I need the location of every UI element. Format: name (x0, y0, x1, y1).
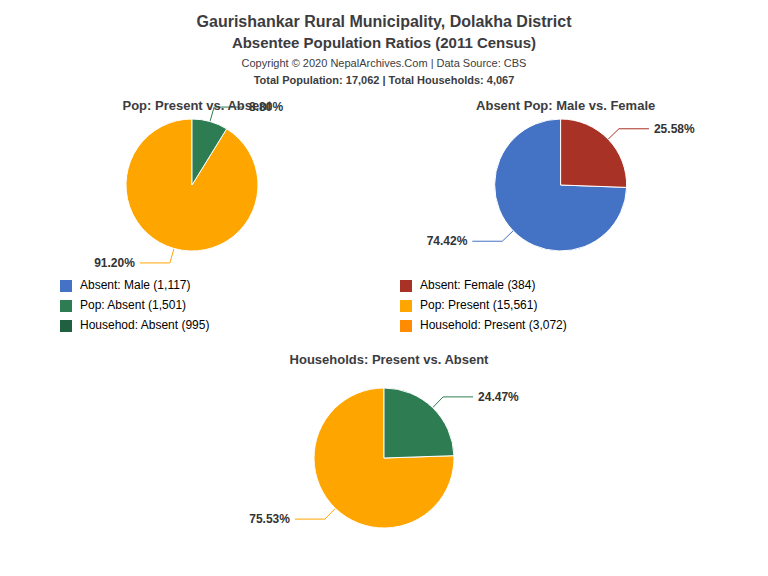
svg-text:Pop: Present (15,561): Pop: Present (15,561) (420, 298, 537, 312)
svg-text:75.53%: 75.53% (249, 512, 290, 526)
svg-text:Household: Present (3,072): Household: Present (3,072) (420, 318, 567, 332)
svg-text:91.20%: 91.20% (94, 256, 135, 270)
svg-text:Househod: Absent (995): Househod: Absent (995) (80, 318, 209, 332)
svg-text:Absentee Population Ratios (20: Absentee Population Ratios (2011 Census) (232, 34, 536, 51)
svg-text:Absent: Male (1,117): Absent: Male (1,117) (80, 278, 191, 292)
svg-text:25.58%: 25.58% (654, 122, 695, 136)
svg-text:24.47%: 24.47% (478, 390, 519, 404)
svg-text:Pop: Absent (1,501): Pop: Absent (1,501) (80, 298, 186, 312)
svg-text:74.42%: 74.42% (427, 234, 468, 248)
svg-text:Pop: Present vs. Absent: Pop: Present vs. Absent (122, 98, 272, 113)
svg-text:Absent: Female (384): Absent: Female (384) (420, 278, 535, 292)
svg-text:Households: Present vs. Absent: Households: Present vs. Absent (290, 352, 490, 367)
svg-text:Total Population: 17,062 | Tot: Total Population: 17,062 | Total Househo… (254, 74, 515, 86)
svg-text:Copyright © 2020 NepalArchives: Copyright © 2020 NepalArchives.Com | Dat… (242, 57, 527, 69)
svg-text:Gaurishankar Rural Municipalit: Gaurishankar Rural Municipality, Dolakha… (197, 13, 573, 30)
svg-text:Absent Pop: Male vs. Female: Absent Pop: Male vs. Female (476, 98, 655, 113)
